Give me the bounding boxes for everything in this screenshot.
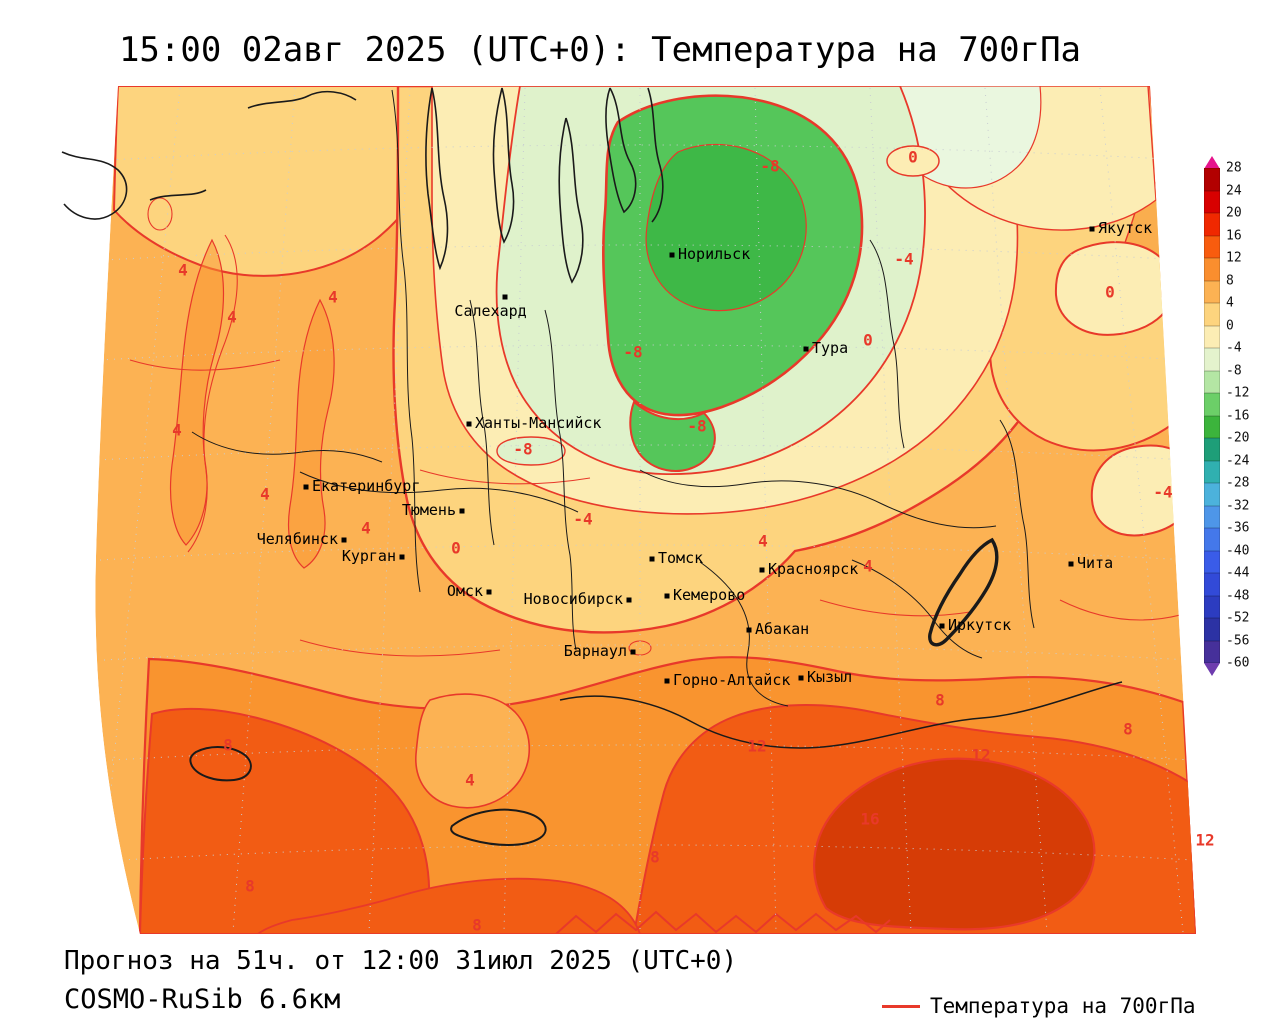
lake-baikal: [928, 537, 999, 647]
colorbar-tick-label: -60: [1226, 655, 1250, 671]
colorbar-segment: [1204, 190, 1220, 213]
colorbar-segments: [1204, 168, 1220, 663]
colorbar-tick-label: -12: [1226, 385, 1250, 401]
lake-southwest: [189, 746, 252, 782]
zone-red12-bottom-strip: [255, 877, 642, 934]
temperature-colorbar: 28 24 20 16 12 8 4 0 -4 -8 -12 -16 -20 -24 -28 -32 -36 -4…: [1204, 156, 1268, 678]
colorbar-tick-label: -44: [1226, 565, 1250, 581]
colorbar-tick-label: 0: [1226, 318, 1234, 333]
zone-ring-zero-top: [886, 145, 940, 177]
colorbar-tick-label: 4: [1226, 295, 1234, 311]
colorbar-segment: [1204, 505, 1220, 528]
colorbar-segment: [1204, 460, 1220, 483]
zone-red12-southwest: [138, 707, 431, 934]
colorbar-tick-label: -24: [1226, 453, 1250, 468]
colorbar-segment: [1204, 618, 1220, 641]
colorbar-tick-label: -32: [1226, 498, 1250, 513]
colorbar-tick-label: 28: [1226, 160, 1242, 176]
colorbar-segment: [1204, 370, 1220, 393]
coastlines: [149, 87, 664, 284]
colorbar-segment: [1204, 348, 1220, 371]
zone-orange-tongue-south: [415, 693, 531, 809]
contour-zigzag-bottom: [555, 910, 891, 934]
colorbar-tick-label: 8: [1226, 273, 1234, 288]
zone-orange-stripe-ural-a: [169, 238, 225, 546]
colorbar-segment: [1204, 640, 1220, 663]
colorbar-segment: [1204, 550, 1220, 573]
lake-south-central: [450, 808, 547, 846]
colorbar-segment: [1204, 168, 1220, 191]
zone-cream-ring-east: [1090, 444, 1196, 537]
legend-label: Температура на 700гПа: [930, 994, 1196, 1018]
map-title: 15:00 02авг 2025 (UTC+0): Температура на…: [118, 30, 1082, 70]
colorbar-segment: [1204, 528, 1220, 551]
colorbar-tick-label: -48: [1226, 588, 1250, 603]
colorbar-tick-label: -4: [1226, 340, 1242, 356]
colorbar-segment: [1204, 303, 1220, 326]
colorbar-tick-label: -8: [1226, 363, 1242, 378]
colorbar-segment: [1204, 415, 1220, 438]
colorbar-tick-label: 20: [1226, 205, 1242, 221]
colorbar-segment: [1204, 213, 1220, 236]
colorbar-segment: [1204, 595, 1220, 618]
zone-cream-ring-yakutsk: [1054, 241, 1175, 336]
colorbar-segment: [1204, 235, 1220, 258]
colorbar-tick-label: -16: [1226, 408, 1250, 423]
colorbar-segment: [1204, 438, 1220, 461]
minor-red-contours: [129, 197, 1181, 657]
colorbar-tick-label: 24: [1226, 183, 1242, 198]
zone-cold-pocket-khanty: [496, 436, 566, 466]
lakes: [189, 537, 999, 846]
zone-green-tongue: [629, 400, 716, 472]
colorbar-segment: [1204, 258, 1220, 281]
model-domain-layers: [95, 86, 1196, 934]
colorbar-tick-label: -36: [1226, 520, 1250, 536]
colorbar-segment: [1204, 573, 1220, 596]
temperature-contour-line-sample: [882, 1004, 920, 1008]
forecast-info-text: Прогноз на 51ч. от 12:00 31июл 2025 (UTC…: [64, 946, 738, 976]
zone-green-inner: [645, 143, 807, 312]
admin-borders: [191, 89, 1123, 749]
colorbar-arrow-top: [1204, 156, 1220, 169]
colorbar-segment: [1204, 393, 1220, 416]
colorbar-tick-label: -40: [1226, 543, 1250, 558]
colorbar-labels: 28 24 20 16 12 8 4 0 -4 -8 -12 -16 -20 -24 -28 -32 -36 -4…: [1204, 156, 1268, 678]
zone-darkred16-south: [813, 757, 1096, 931]
colorbar-segment: [1204, 325, 1220, 348]
colorbar-tick-label: -28: [1226, 475, 1250, 491]
colorbar-tick-label: 12: [1226, 250, 1242, 266]
map-legend: Температура на 700гПа: [882, 994, 1196, 1018]
colorbar-segment: [1204, 483, 1220, 506]
coastline-outside-domain: [61, 151, 128, 220]
colorbar-tick-label: -56: [1226, 633, 1250, 648]
model-info-text: COSMO-RuSib 6.6км: [64, 984, 341, 1015]
colorbar-tick-label: 16: [1226, 228, 1242, 243]
colorbar-tick-label: -20: [1226, 430, 1250, 446]
graticule: [96, 87, 1195, 933]
colorbar-tick-label: -52: [1226, 610, 1250, 626]
colorbar-arrow-bottom: [1204, 663, 1220, 676]
zone-orange-stripe-ural-b: [287, 298, 335, 569]
colorbar-segment: [1204, 280, 1220, 303]
